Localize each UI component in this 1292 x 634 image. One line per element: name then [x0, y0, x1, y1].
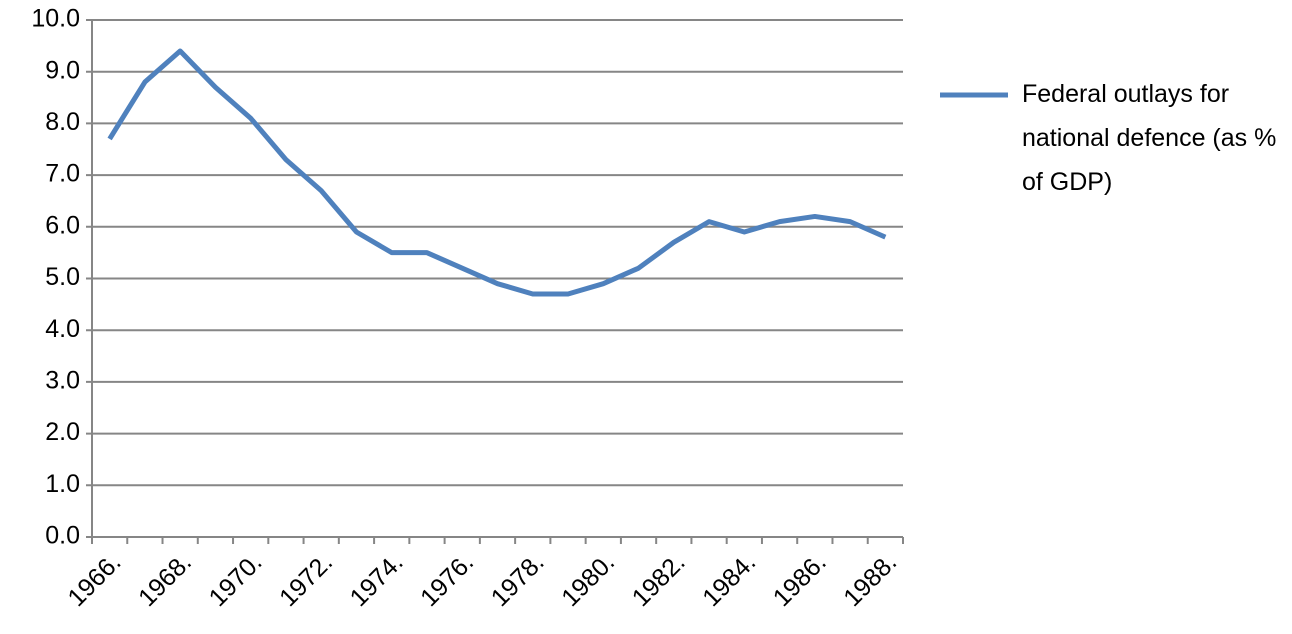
y-tick-label: 6.0	[45, 211, 80, 239]
x-tick-label: 1966.	[63, 548, 127, 612]
y-tick-label: 2.0	[45, 418, 80, 446]
y-tick-label: 10.0	[31, 5, 80, 33]
x-tick-label: 1974.	[345, 548, 409, 612]
y-tick-label: 9.0	[45, 56, 80, 84]
y-tick-label: 0.0	[45, 522, 80, 550]
x-tick-label: 1982.	[627, 548, 691, 612]
x-tick-label: 1986.	[768, 548, 832, 612]
x-tick-label: 1988.	[838, 548, 902, 612]
y-tick-label: 4.0	[45, 315, 80, 343]
series-line	[107, 48, 887, 297]
y-tick-label: 7.0	[45, 160, 80, 188]
x-tick-label: 1976.	[415, 548, 479, 612]
y-tick-label: 3.0	[45, 367, 80, 395]
y-tick-label: 1.0	[45, 470, 80, 498]
x-tick-label: 1980.	[556, 548, 620, 612]
x-tick-label: 1970.	[204, 548, 268, 612]
x-tick-label: 1972.	[274, 548, 338, 612]
y-tick-label: 8.0	[45, 108, 80, 136]
x-tick-label: 1968.	[133, 548, 197, 612]
x-tick-label: 1984.	[697, 548, 761, 612]
legend-label: Federal outlays for national defence (as …	[1022, 80, 1276, 196]
y-tick-label: 5.0	[45, 263, 80, 291]
x-tick-label: 1978.	[486, 548, 550, 612]
